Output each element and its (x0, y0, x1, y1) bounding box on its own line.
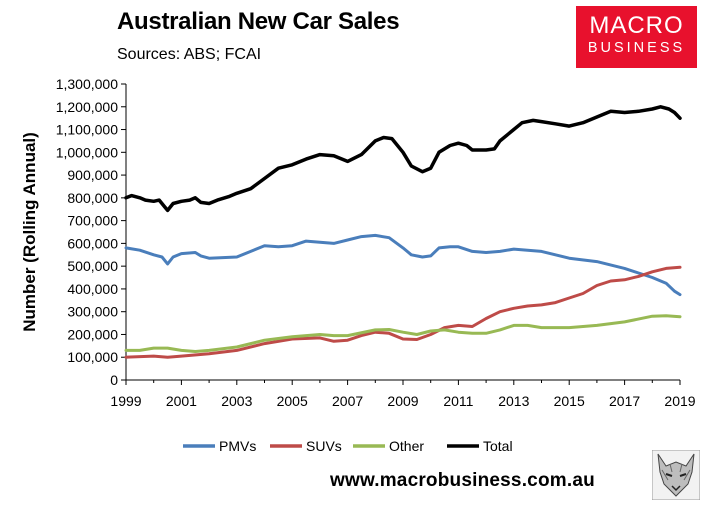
legend-label-suvs: SUVs (306, 438, 342, 454)
x-tick-label: 2011 (443, 393, 473, 409)
wolf-mascot-icon (652, 450, 700, 500)
legend-label-other: Other (389, 438, 424, 454)
x-tick-label: 2017 (609, 393, 640, 409)
series-line-suvs (124, 265, 682, 359)
y-tick-label: 200,000 (67, 326, 118, 342)
macro-business-logo: MACRO BUSINESS (576, 6, 697, 68)
x-tick-label: 2015 (554, 393, 585, 409)
y-tick-label: 1,100,000 (56, 122, 118, 138)
y-tick-label: 1,200,000 (56, 99, 118, 115)
legend-label-pmvs: PMVs (219, 438, 256, 454)
series-line-total (124, 105, 682, 213)
y-axis-label: Number (Rolling Annual) (20, 132, 39, 332)
y-tick-label: 100,000 (67, 349, 118, 365)
x-tick-label: 2019 (664, 393, 695, 409)
y-tick-label: 900,000 (67, 167, 118, 183)
x-tick-label: 2003 (221, 393, 252, 409)
y-tick-label: 700,000 (67, 213, 118, 229)
y-tick-label: 800,000 (67, 190, 118, 206)
chart-subtitle: Sources: ABS; FCAI (117, 46, 262, 63)
y-tick-label: 1,300,000 (56, 76, 118, 92)
website-url: www.macrobusiness.com.au (330, 470, 595, 491)
y-tick-label: 400,000 (67, 281, 118, 297)
y-tick-label: 1,000,000 (56, 144, 118, 160)
chart-title: Australian New Car Sales (117, 8, 400, 35)
x-tick-label: 2007 (332, 393, 363, 409)
y-tick-label: 500,000 (67, 258, 118, 274)
y-tick-label: 300,000 (67, 304, 118, 320)
y-tick-label: 0 (110, 372, 118, 388)
series-line-pmvs (124, 233, 682, 297)
x-tick-label: 2013 (498, 393, 529, 409)
legend-label-total: Total (483, 438, 513, 454)
series-line-other (124, 314, 682, 353)
logo-line-2: BUSINESS (587, 40, 686, 56)
x-tick-label: 2009 (387, 393, 418, 409)
x-tick-label: 1999 (110, 393, 141, 409)
x-tick-label: 2005 (277, 393, 308, 409)
y-tick-label: 600,000 (67, 235, 118, 251)
x-tick-label: 2001 (166, 393, 197, 409)
logo-line-1: MACRO (589, 12, 684, 39)
